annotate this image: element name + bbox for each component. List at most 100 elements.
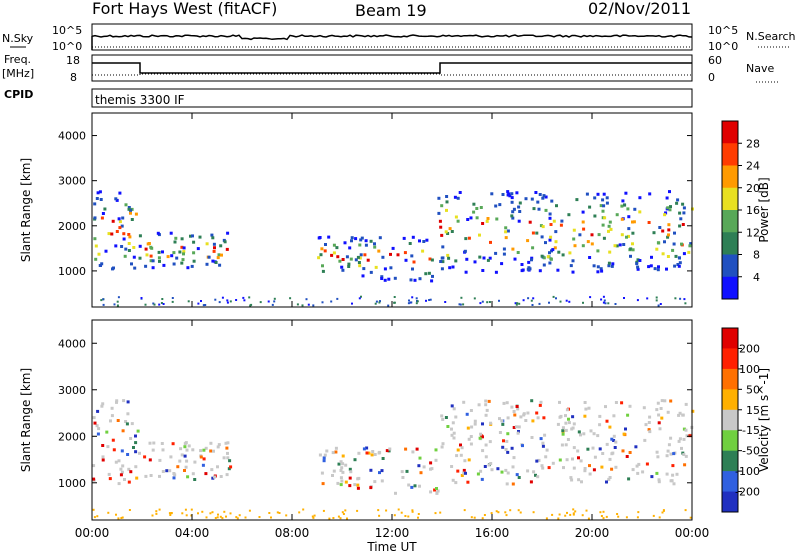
echo-point	[495, 217, 499, 221]
colorbar-tick-label: -15	[742, 424, 760, 437]
echo-point	[125, 422, 129, 426]
echo-point	[96, 409, 100, 413]
echo-point	[541, 466, 545, 470]
echo-point	[322, 509, 325, 512]
echo-point	[173, 240, 177, 244]
echo-point	[433, 488, 437, 492]
echo-point	[548, 251, 551, 255]
echo-point	[488, 440, 492, 444]
echo-point	[656, 401, 660, 405]
echo-point	[107, 472, 111, 476]
echo-point	[212, 449, 215, 453]
echo-point	[319, 253, 323, 257]
echo-point	[607, 229, 610, 233]
echo-point	[541, 444, 545, 448]
echo-point	[514, 302, 517, 305]
echo-point	[343, 241, 347, 245]
echo-point	[169, 514, 172, 516]
echo-point	[446, 232, 450, 235]
echo-point	[178, 459, 182, 463]
echo-point	[129, 211, 132, 215]
echo-point	[684, 509, 687, 512]
echo-point	[147, 242, 151, 245]
colorbar-tick-label: -50	[742, 445, 760, 458]
echo-point	[561, 432, 565, 436]
colorbar-tick-label: 4	[753, 271, 760, 284]
echo-point	[481, 222, 485, 225]
echo-point	[160, 442, 164, 445]
echo-point	[545, 448, 549, 452]
echo-point	[490, 512, 493, 515]
echo-point	[116, 304, 119, 307]
echo-point	[620, 401, 624, 405]
echo-point	[653, 267, 657, 271]
echo-point	[473, 516, 476, 519]
ytick-label: 2000	[58, 430, 86, 443]
echo-point	[184, 465, 188, 469]
echo-point	[216, 465, 219, 469]
echo-point	[573, 244, 577, 248]
echo-point	[568, 251, 572, 255]
echo-point	[599, 204, 603, 208]
echo-point	[504, 468, 508, 472]
echo-point	[223, 240, 227, 244]
echo-point	[486, 258, 490, 262]
echo-point	[415, 447, 419, 451]
echo-point	[120, 224, 124, 228]
echo-point	[440, 233, 444, 237]
echo-point	[120, 245, 124, 248]
echo-point	[475, 207, 479, 210]
echo-point	[427, 271, 431, 275]
echo-point	[602, 192, 606, 196]
echo-point	[401, 476, 405, 479]
echo-point	[123, 254, 127, 258]
echo-point	[411, 509, 414, 512]
velocity-data	[92, 399, 695, 520]
xaxis-label: Time UT	[366, 540, 417, 554]
echo-point	[469, 409, 473, 412]
echo-point	[652, 231, 656, 235]
echo-point	[341, 511, 344, 514]
echo-point	[450, 465, 454, 468]
echo-point	[515, 303, 518, 306]
echo-point	[101, 212, 105, 215]
echo-point	[321, 269, 325, 273]
echo-point	[544, 455, 548, 459]
echo-point	[387, 449, 391, 453]
echo-point	[540, 235, 544, 239]
echo-point	[214, 298, 217, 301]
echo-point	[498, 431, 502, 434]
echo-point	[530, 256, 534, 260]
echo-point	[522, 412, 526, 416]
echo-point	[669, 205, 672, 209]
echo-point	[116, 419, 120, 422]
echo-point	[572, 422, 576, 426]
echo-point	[614, 401, 618, 404]
echo-point	[325, 449, 329, 453]
echo-point	[450, 427, 453, 431]
echo-point	[515, 473, 519, 477]
echo-point	[342, 513, 345, 515]
colorbar-swatch	[722, 254, 738, 278]
echo-point	[228, 459, 232, 463]
echo-point	[196, 247, 200, 251]
echo-point	[366, 258, 370, 262]
echo-point	[663, 213, 667, 217]
echo-point	[96, 515, 99, 518]
echo-point	[528, 267, 532, 271]
echo-point	[417, 513, 420, 515]
echo-point	[636, 299, 639, 302]
echo-point	[400, 470, 404, 474]
echo-point	[552, 295, 555, 298]
echo-point	[94, 257, 98, 261]
echo-point	[229, 465, 233, 469]
echo-point	[298, 511, 301, 514]
echo-point	[510, 214, 514, 218]
echo-point	[193, 478, 197, 481]
echo-point	[149, 474, 153, 477]
echo-point	[537, 458, 541, 462]
echo-point	[341, 462, 345, 466]
echo-point	[250, 303, 253, 306]
echo-point	[210, 233, 214, 237]
echo-point	[565, 458, 569, 462]
